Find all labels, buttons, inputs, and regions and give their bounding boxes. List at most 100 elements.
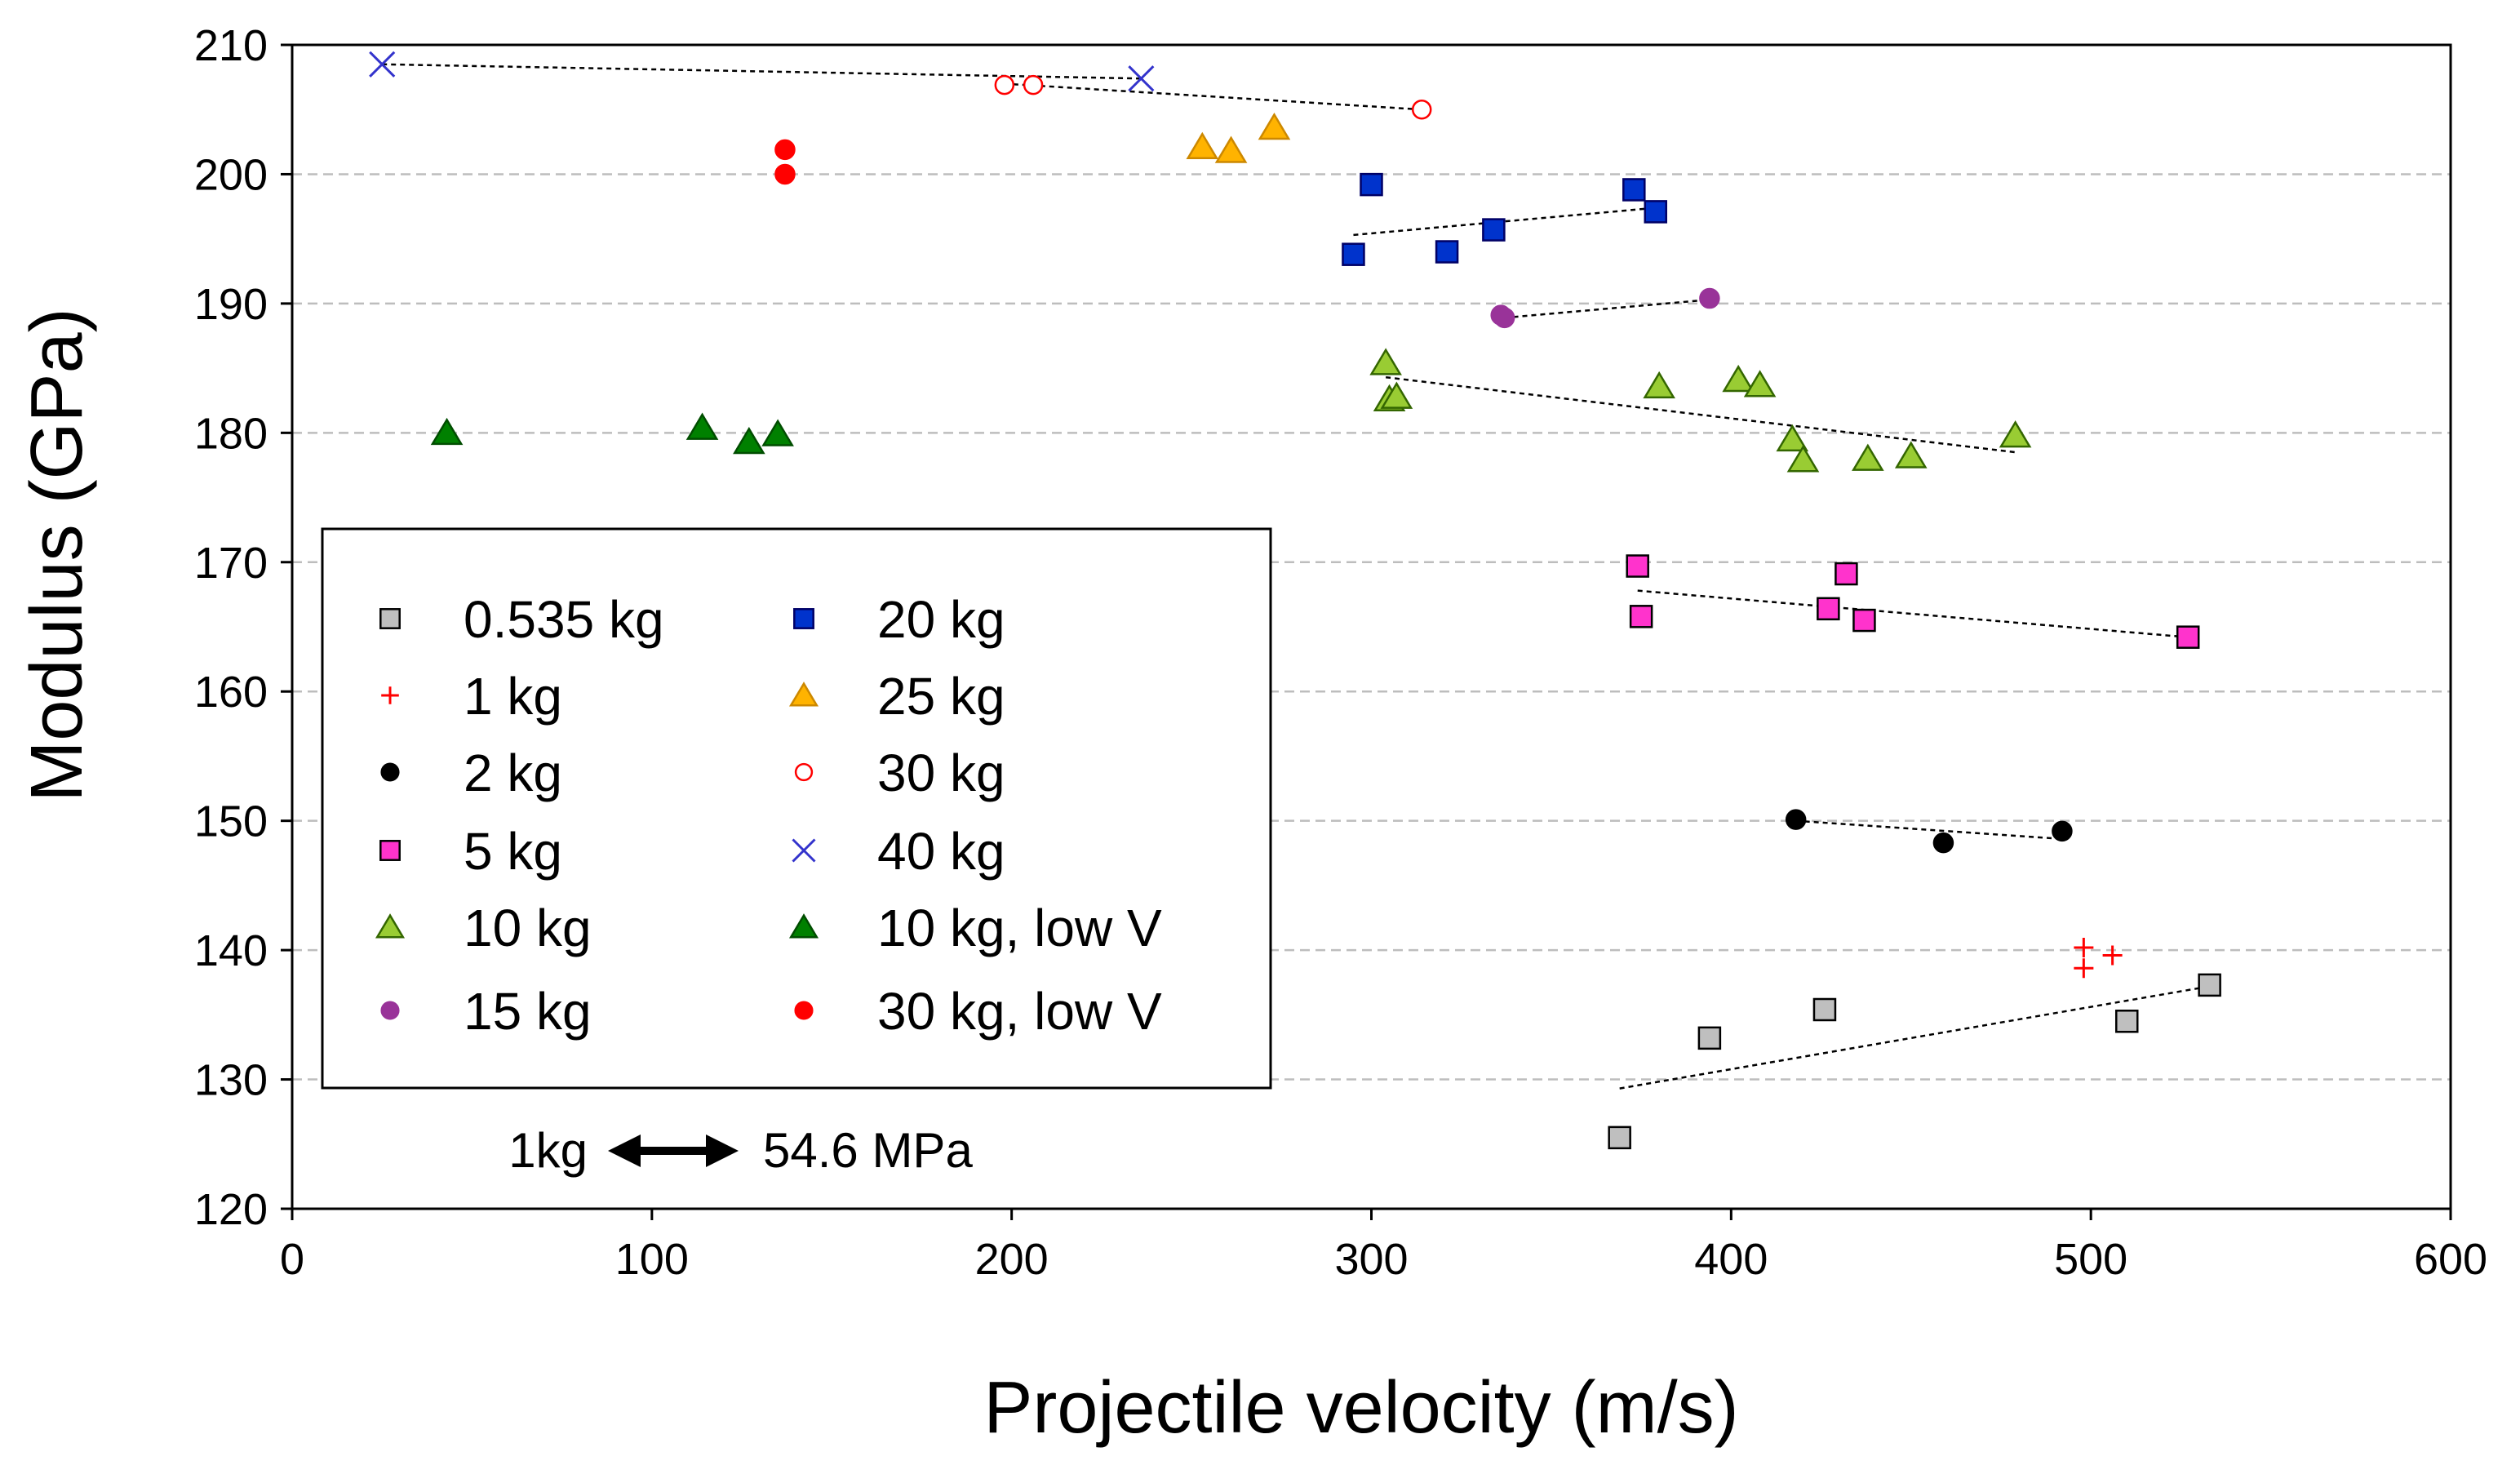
data-point: [1699, 287, 1720, 309]
data-point: [1786, 445, 1820, 473]
trend-line: [1619, 985, 2210, 1090]
data-point: [1023, 74, 1044, 95]
x-tick-label: 600: [2414, 1235, 2487, 1284]
x-tick-label: 300: [1334, 1235, 1408, 1284]
scale-note-right: 54.6 MPa: [763, 1123, 973, 1178]
data-point: [774, 163, 796, 185]
data-point: [1697, 1026, 1722, 1050]
legend-label: 40 kg: [877, 822, 1005, 881]
legend-marker: [794, 1001, 814, 1020]
x-tick-label: 100: [615, 1235, 689, 1284]
y-tick-label: 180: [194, 409, 268, 458]
x-axis-ticks: 0 100 200 300 400 500 600: [280, 1209, 2487, 1284]
x-tick-label: 500: [2054, 1235, 2127, 1284]
y-tick-label: 170: [194, 539, 268, 588]
legend: 0.535 kg 1 kg 2 kg 5 kg 10 kg 15 kg 20 kg 25 kg…: [321, 527, 1272, 1090]
trend-line: [1385, 375, 2016, 454]
data-point: [1360, 172, 1383, 197]
legend-label: 15 kg: [464, 982, 592, 1041]
legend-label: 30 kg: [877, 744, 1005, 802]
data-point: [1894, 441, 1928, 468]
legend-label: 25 kg: [877, 667, 1005, 726]
legend-label: 10 kg: [464, 899, 592, 957]
data-point: [2115, 1010, 2139, 1033]
arrow-head-right-icon: [706, 1134, 739, 1167]
y-tick-label: 130: [194, 1056, 268, 1105]
data-point: [733, 426, 765, 455]
legend-label: 1 kg: [464, 667, 562, 726]
data-point: [1342, 242, 1365, 266]
data-point: [1435, 240, 1459, 264]
y-axis-ticks: 120 130 140 150 160 170 180 190 200 210: [194, 21, 292, 1234]
data-point: [1369, 348, 1402, 375]
data-point: [1835, 562, 1858, 586]
y-tick-label: 140: [194, 926, 268, 975]
data-point: [774, 139, 796, 161]
data-point: [1622, 178, 1646, 202]
data-point: [2074, 937, 2094, 957]
legend-marker: [375, 913, 406, 939]
legend-label: 20 kg: [877, 590, 1005, 649]
data-point: [1644, 200, 1668, 224]
y-tick-label: 160: [194, 668, 268, 717]
legend-marker: [788, 682, 819, 707]
x-tick-label: 0: [280, 1235, 304, 1284]
legend-label: 30 kg, low V: [877, 982, 1162, 1041]
scale-note-left: 1kg: [508, 1123, 588, 1178]
legend-marker: [794, 762, 814, 782]
trend-line: [1795, 819, 2062, 841]
data-point: [1817, 597, 1840, 621]
trend-line: [1004, 82, 1422, 111]
legend-marker: [379, 608, 401, 629]
y-tick-label: 120: [194, 1185, 268, 1234]
trend-line: [1353, 206, 1656, 237]
data-point: [1852, 443, 1884, 471]
legend-label: 5 kg: [464, 822, 562, 881]
y-tick-label: 150: [194, 797, 268, 846]
y-axis-title: Modulus (GPa): [16, 308, 98, 801]
legend-marker: [380, 762, 400, 782]
data-point: [1852, 608, 1876, 633]
legend-marker: [793, 608, 814, 629]
data-point: [994, 74, 1015, 95]
data-point: [1186, 131, 1219, 160]
x-tick-label: 400: [1694, 1235, 1768, 1284]
trend-line: [1637, 589, 2189, 638]
data-point: [1812, 997, 1837, 1022]
data-point: [1482, 218, 1506, 242]
data-point: [2052, 820, 2073, 842]
legend-marker: [792, 838, 816, 863]
data-point: [2176, 625, 2200, 649]
data-point: [1932, 832, 1954, 854]
data-point: [430, 417, 464, 446]
arrow-head-left-icon: [608, 1134, 641, 1167]
x-axis-title: Projectile velocity (m/s): [983, 1367, 1738, 1449]
data-point: [1776, 424, 1809, 452]
data-point: [1785, 809, 1807, 830]
trend-line: [1504, 298, 1710, 319]
legend-marker: [381, 686, 399, 704]
data-point: [1629, 605, 1653, 628]
data-point: [1411, 99, 1432, 120]
data-point: [2198, 973, 2221, 997]
data-point: [1493, 307, 1515, 329]
data-point: [1626, 554, 1649, 578]
legend-label: 10 kg, low V: [877, 899, 1162, 957]
trend-lines: [382, 63, 2210, 1090]
legend-marker: [788, 913, 819, 939]
x-tick-label: 200: [975, 1235, 1049, 1284]
legend-marker: [379, 840, 401, 861]
y-tick-label: 190: [194, 280, 268, 329]
data-point: [369, 51, 396, 78]
data-points: [369, 51, 2221, 1150]
data-point: [1380, 381, 1413, 409]
data-point: [1258, 112, 1291, 140]
data-point: [1999, 420, 2032, 448]
data-point: [1743, 370, 1777, 397]
data-point: [2102, 945, 2123, 966]
data-point: [1128, 65, 1155, 92]
data-point: [1214, 135, 1248, 163]
data-point: [1643, 371, 1675, 399]
data-point: [2074, 958, 2094, 979]
